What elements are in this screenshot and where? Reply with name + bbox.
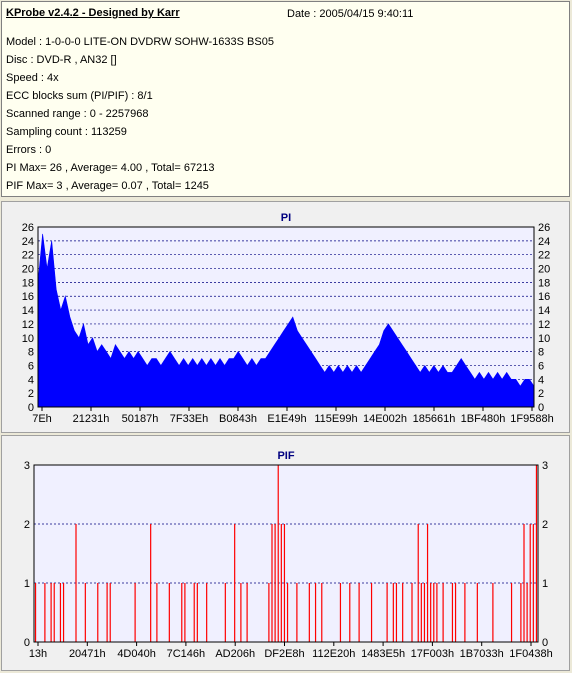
pi-series-area	[37, 233, 535, 408]
x-tick-label: 7Eh	[32, 413, 52, 425]
x-tick-label: 21231h	[73, 413, 110, 425]
y-tick-label-left: 3	[24, 460, 30, 472]
y-tick-label-left: 14	[22, 305, 34, 317]
y-tick-label-right: 10	[538, 333, 550, 345]
plot-area	[34, 465, 538, 642]
x-tick-label: 1BF480h	[461, 413, 506, 425]
y-tick-label-right: 12	[538, 319, 550, 331]
y-tick-label-right: 22	[538, 250, 550, 262]
y-tick-label-left: 18	[22, 277, 34, 289]
y-tick-label-left: 12	[22, 319, 34, 331]
x-tick-label: 13h	[29, 648, 47, 660]
x-tick-label: DF2E8h	[264, 648, 304, 660]
y-tick-label-left: 1	[24, 578, 30, 590]
x-tick-label: 17F003h	[411, 648, 454, 660]
y-tick-label-left: 2	[28, 388, 34, 400]
y-tick-label-left: 0	[24, 637, 30, 649]
info-pi-stats: PI Max= 26 , Average= 4.00 , Total= 6721…	[6, 162, 215, 174]
chart-title: PIF	[277, 450, 294, 462]
y-tick-label-right: 2	[542, 519, 548, 531]
info-pif-stats: PIF Max= 3 , Average= 0.07 , Total= 1245	[6, 180, 209, 192]
x-tick-label: 1F9588h	[510, 413, 553, 425]
y-tick-label-right: 0	[542, 637, 548, 649]
y-tick-label-left: 22	[22, 250, 34, 262]
y-tick-label-left: 24	[22, 236, 34, 248]
x-tick-label: AD206h	[215, 648, 255, 660]
x-tick-label: 1F0438h	[509, 648, 552, 660]
x-tick-label: 1483E5h	[361, 648, 405, 660]
info-speed: Speed : 4x	[6, 72, 59, 84]
y-tick-label-right: 6	[538, 360, 544, 372]
y-tick-label-right: 20	[538, 264, 550, 276]
pif-chart-panel: PIF 0 0 1 1 2 2 3 3 13h 20471h 4D040h 7C146h AD206h DF…	[1, 435, 570, 671]
y-tick-label-right: 14	[538, 305, 550, 317]
y-tick-label-right: 26	[538, 222, 550, 234]
info-disc: Disc : DVD-R , AN32 []	[6, 54, 117, 66]
scan-date: Date : 2005/04/15 9:40:11	[287, 8, 414, 20]
x-tick-label: 115E99h	[314, 413, 357, 425]
y-tick-label-left: 6	[28, 360, 34, 372]
x-tick-label: 4D040h	[117, 648, 156, 660]
y-tick-label-right: 18	[538, 277, 550, 289]
y-tick-label-left: 8	[28, 347, 34, 359]
info-panel: KProbe v2.4.2 - Designed by Karr Date : …	[1, 1, 570, 197]
x-tick-label: B0843h	[219, 413, 257, 425]
info-model: Model : 1-0-0-0 LITE-ON DVDRW SOHW-1633S…	[6, 36, 274, 48]
y-tick-label-right: 2	[538, 388, 544, 400]
info-sampling: Sampling count : 113259	[6, 126, 127, 138]
x-tick-label: 185661h	[413, 413, 456, 425]
x-tick-label: 50187h	[122, 413, 159, 425]
y-tick-label-right: 0	[538, 402, 544, 414]
pif-chart: PIF 0 0 1 1 2 2 3 3 13h 20471h 4D040h 7C146h AD206h DF…	[24, 450, 553, 660]
y-tick-label-right: 3	[542, 460, 548, 472]
x-tick-label: 14E002h	[363, 413, 407, 425]
y-tick-label-right: 8	[538, 347, 544, 359]
y-tick-label-left: 2	[24, 519, 30, 531]
plot-frame	[33, 464, 539, 643]
info-range: Scanned range : 0 - 2257968	[6, 108, 149, 120]
y-tick-label-right: 4	[538, 374, 544, 386]
x-tick-label: E1E49h	[267, 413, 306, 425]
chart-title: PI	[281, 212, 291, 224]
y-tick-label-right: 24	[538, 236, 550, 248]
y-tick-label-right: 1	[542, 578, 548, 590]
y-tick-label-left: 0	[28, 402, 34, 414]
x-tick-label: 7C146h	[167, 648, 206, 660]
y-tick-label-left: 20	[22, 264, 34, 276]
info-ecc: ECC blocks sum (PI/PIF) : 8/1	[6, 90, 153, 102]
y-tick-label-left: 4	[28, 374, 34, 386]
y-tick-label-left: 26	[22, 222, 34, 234]
y-tick-label-right: 16	[538, 291, 550, 303]
info-errors: Errors : 0	[6, 144, 52, 156]
app-title: KProbe v2.4.2 - Designed by Karr	[6, 7, 180, 19]
pi-chart-panel: PI 0 0 2 2 4 4 6 6 8 8 10 10 12 12 14 14 16 16 18 18 20 20 22 22…	[1, 201, 570, 433]
x-tick-label: 7F33Eh	[170, 413, 209, 425]
y-tick-label-left: 10	[22, 333, 34, 345]
y-tick-label-left: 16	[22, 291, 34, 303]
x-tick-label: 20471h	[69, 648, 106, 660]
x-tick-label: 112E20h	[312, 648, 355, 660]
x-tick-label: 1B7033h	[460, 648, 504, 660]
plot-frame	[37, 226, 535, 408]
